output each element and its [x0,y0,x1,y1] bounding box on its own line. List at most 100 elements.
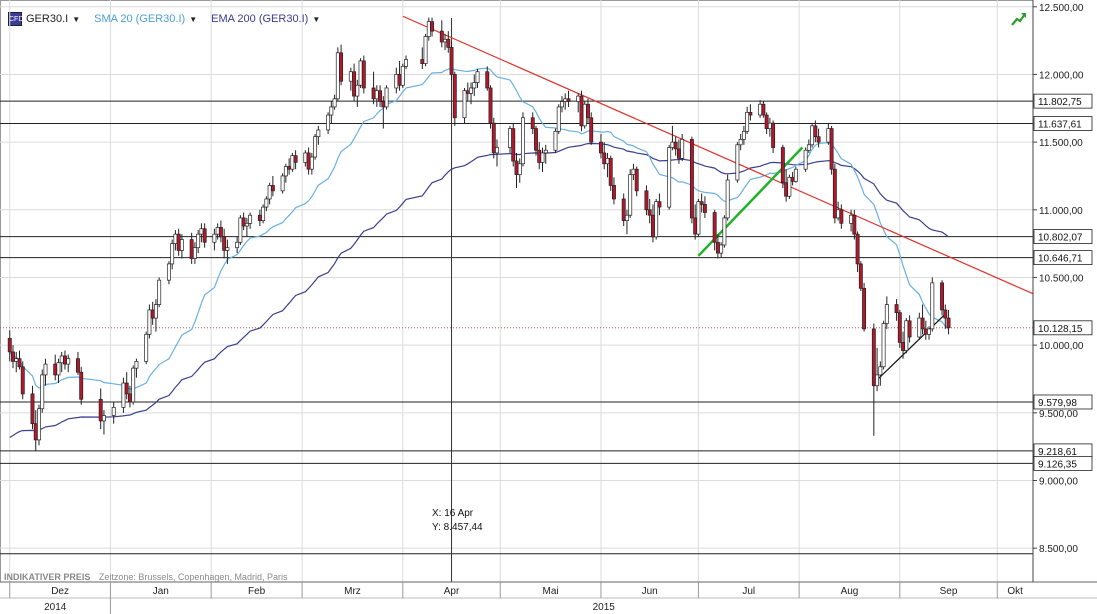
candle-body-down [397,74,402,86]
candle-body-down [189,239,194,259]
candle [761,101,766,118]
candle [397,60,402,91]
trend-arrow-icon[interactable] [1010,10,1028,28]
candle-body-up [563,98,568,102]
candle [871,323,876,436]
candle-body-up [472,82,477,89]
candle-body-down [858,263,863,289]
grid [0,0,1033,582]
chevron-down-icon[interactable]: ▼ [72,14,81,24]
candle-body-up [878,366,883,376]
candle-body-up [316,129,321,138]
candle [290,152,295,172]
candle-body-down [901,342,906,351]
candle [202,223,207,248]
candle-body-down [361,60,366,89]
candle [20,361,25,400]
candle-body-down [871,328,876,387]
candle [222,228,227,259]
candle-body-up [670,141,675,148]
candle [647,198,652,224]
candle [329,101,334,124]
candle-body-up [462,90,467,119]
ema-indicator[interactable]: EMA 200 (GER30.I) ▼ [211,13,320,25]
candle-body-up [654,201,659,238]
candle-body-down [689,139,694,219]
month-label: Feb [248,586,266,597]
candle [491,117,496,159]
candle-body-up [443,38,447,43]
candle [530,112,535,134]
candle-body-down [30,393,35,424]
candle [17,350,22,370]
symbol-selector[interactable]: CFD GER30.I ▼ [8,12,80,26]
candle-body-up [722,217,727,246]
candle-body-down [446,38,451,48]
candle [940,280,944,316]
candle [43,358,48,386]
sma-indicator[interactable]: SMA 20 (GER30.I) ▼ [94,13,197,25]
candle-body-up [745,111,750,132]
candle-body-up [394,74,399,89]
candle [475,69,480,88]
candle [634,166,639,197]
candle-body-up [121,382,126,408]
candle-body-down [452,74,457,119]
candle [63,350,67,370]
candle [173,230,178,251]
candle [673,136,678,156]
candle-body-up [374,90,379,100]
candle-body-up [37,408,41,441]
candle [832,163,837,224]
timezone-label: Zeitzone: Brussels, Copenhagen, Madrid, … [98,572,288,582]
candle [7,330,12,362]
candle-body-up [758,103,763,116]
year-label: 2014 [44,602,67,613]
candle-body-down [306,152,311,170]
candle-body-up [43,363,48,376]
candle-body-down [599,141,603,154]
candle [894,299,899,321]
candle-body-up [173,233,178,244]
candle [443,33,447,51]
candle [98,388,103,430]
candle [923,320,928,340]
candle-body-up [426,21,431,37]
candle-body-up [404,59,409,67]
level-price-label: 9.126,35 [1038,459,1077,470]
candle-body-up [40,374,45,410]
candle-body-up [803,149,808,170]
candle-body-down [943,309,948,319]
candle-body-down [586,103,590,119]
candle-body-down [621,198,626,221]
candle-body-up [836,209,841,219]
legend: CFD GER30.I ▼ SMA 20 (GER30.I) ▼ EMA 200… [8,10,334,28]
candle [267,182,272,205]
candle-body-down [612,185,616,200]
candle-body-up [196,233,201,249]
candle [287,158,292,175]
candle-body-down [657,201,662,208]
level-price-label: 10.646,71 [1038,254,1083,265]
candle-body-up [553,130,558,151]
candle [306,147,311,175]
price-axis: 8.500,00 9.000,00 9.500,00 10.000,00 10.500,… [1032,0,1097,582]
candle-body-down [293,155,298,163]
candle-body-down [702,204,707,213]
chevron-down-icon[interactable]: ▼ [189,14,198,24]
month-label: Aug [841,586,859,597]
candle [430,17,434,37]
candle-body-up [355,84,360,97]
candle-body-down [676,148,681,159]
candle [157,277,162,308]
symbol-label: GER30.I [26,13,69,25]
candle-body-up [521,117,525,165]
candle [150,301,155,325]
footer-note: INDIKATIVER PREIS Zeitzone: Brussels, Co… [4,572,287,582]
candle [215,223,220,240]
candle [33,410,38,451]
candle-body-down [514,160,519,175]
chevron-down-icon[interactable]: ▼ [312,14,321,24]
candle-body-up [904,320,909,351]
